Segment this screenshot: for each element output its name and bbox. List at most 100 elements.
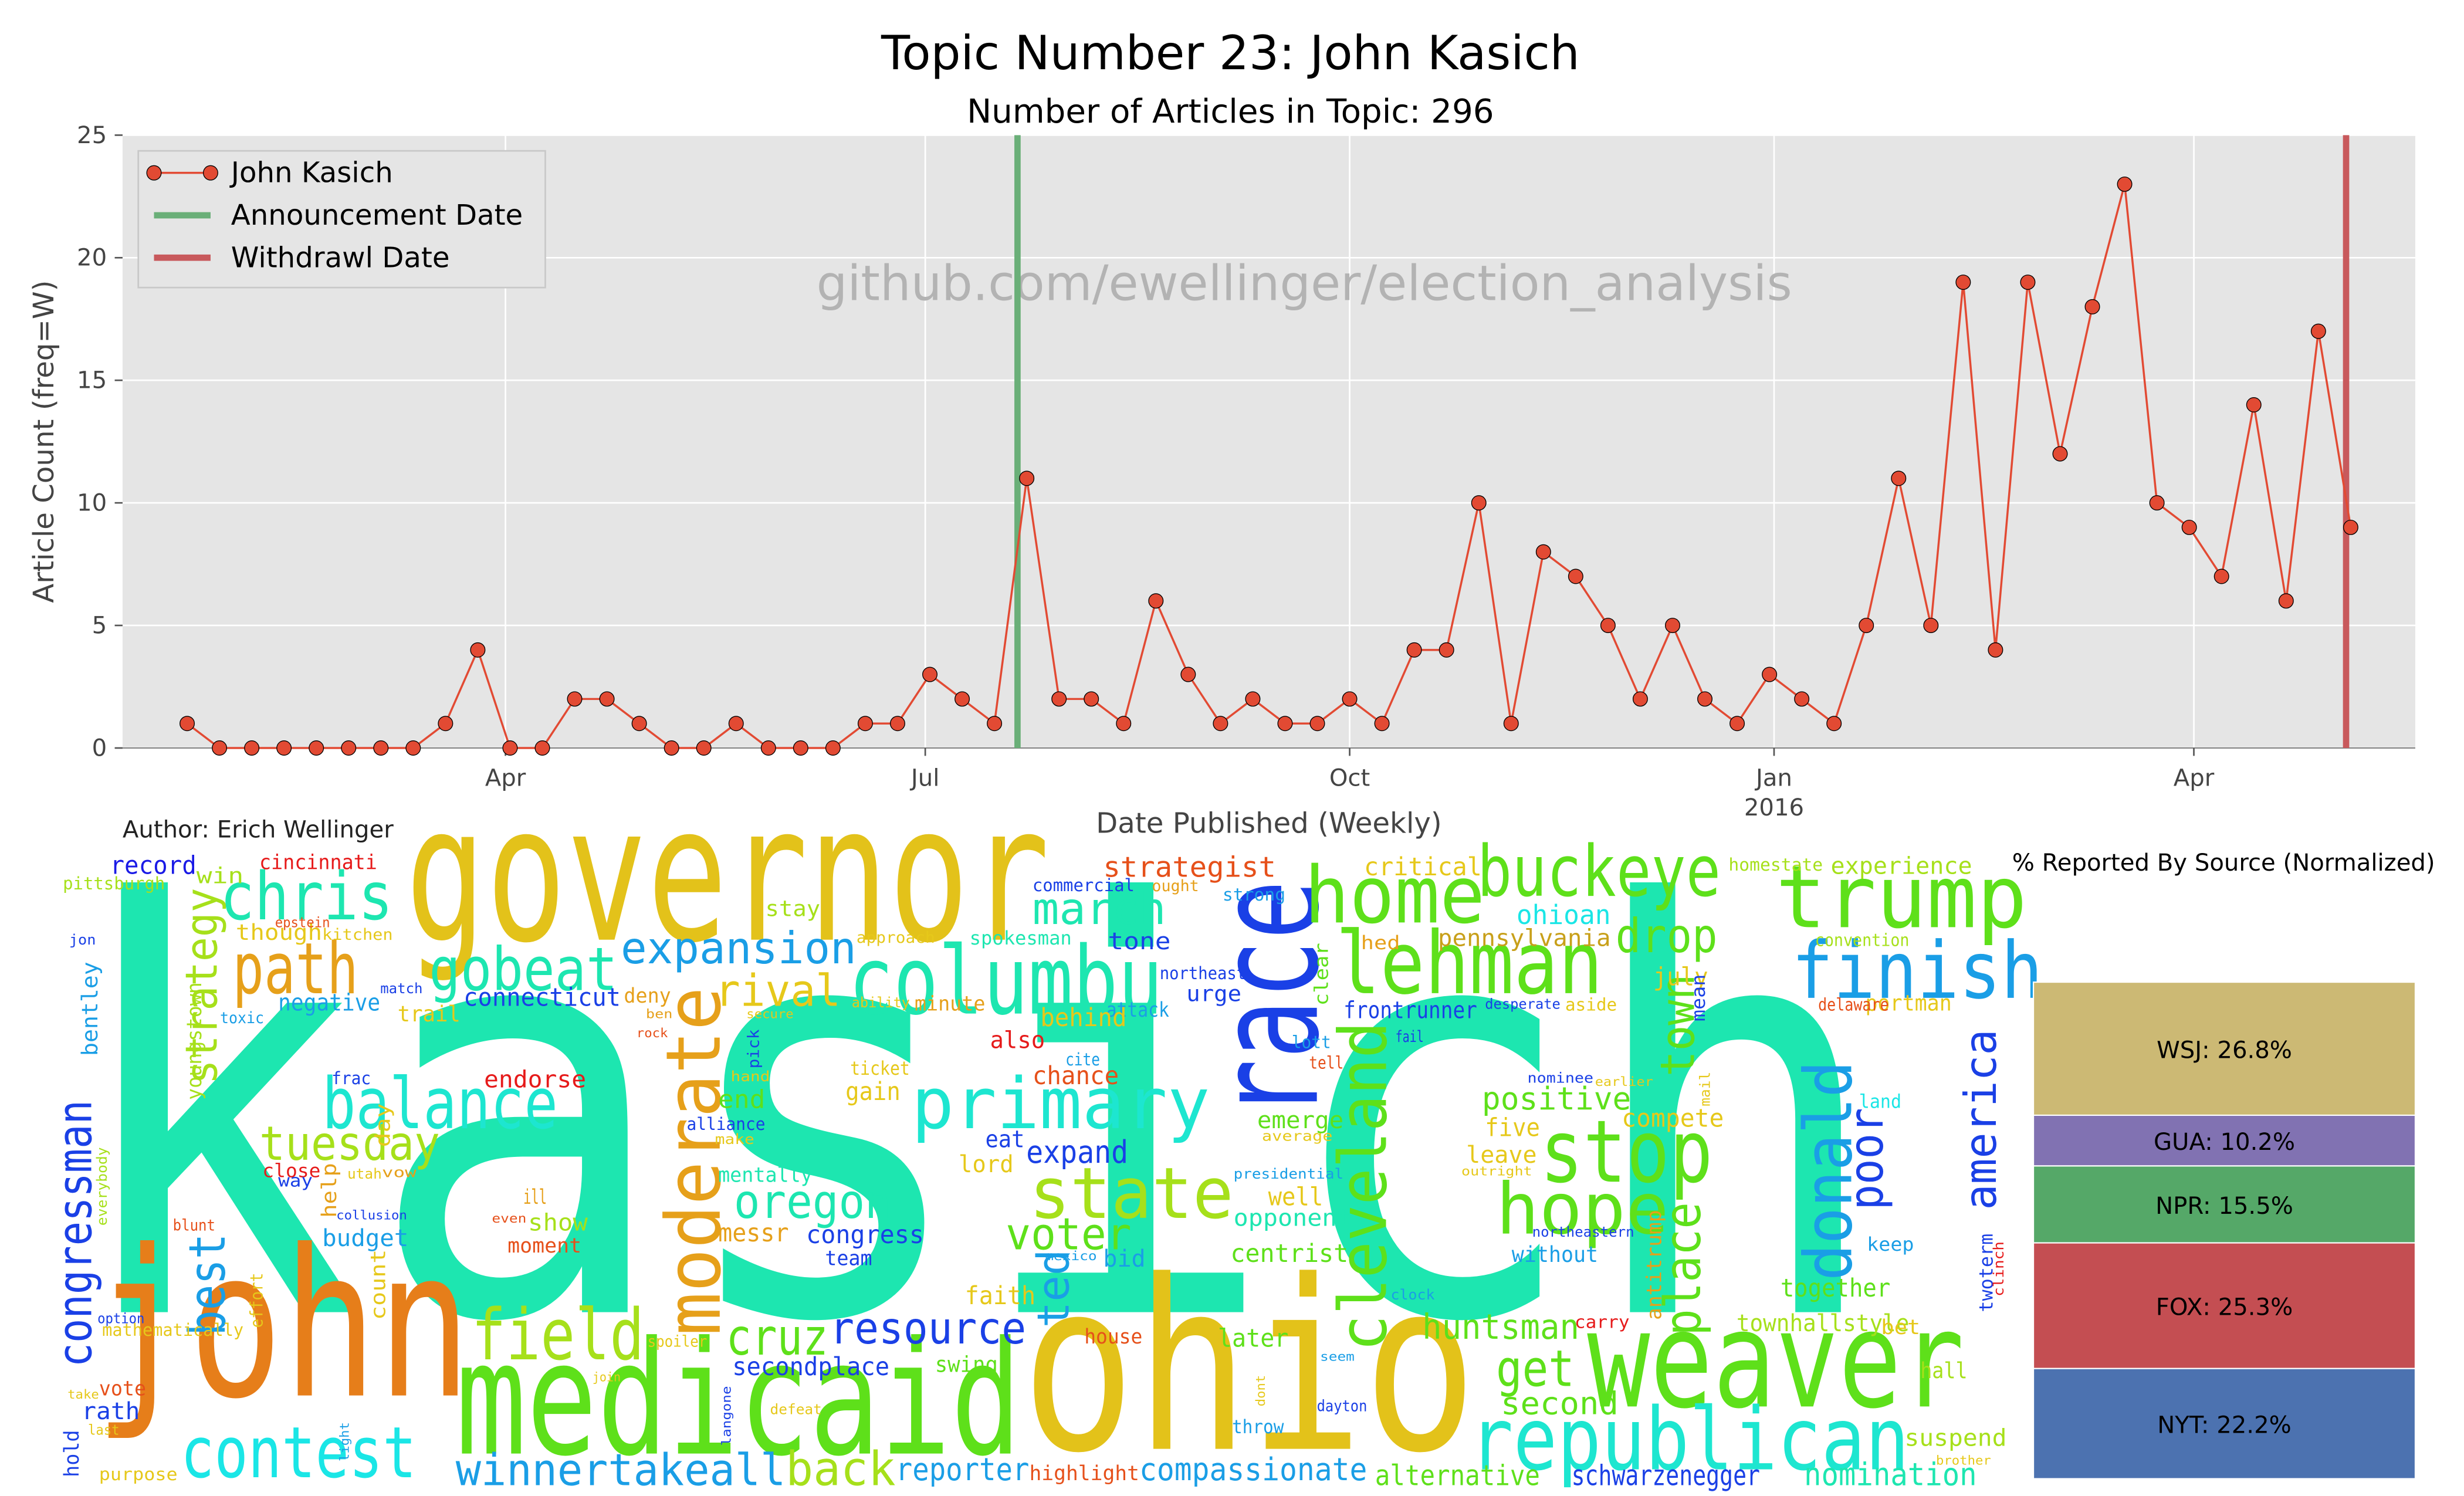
cloud-word: toxic (220, 1009, 264, 1027)
cloud-word: winnertakeall (456, 1444, 786, 1495)
cloud-word: rath (82, 1398, 140, 1425)
cloud-word: cruz (726, 1308, 828, 1367)
cloud-word: team (825, 1247, 872, 1270)
cloud-word: mexico (1045, 1249, 1096, 1264)
cloud-word: mentally (718, 1163, 813, 1187)
cloud-word: help (318, 1163, 341, 1218)
cloud-word: governor (405, 765, 1050, 984)
cloud-word: show (528, 1209, 588, 1236)
cloud-word: keep (1867, 1233, 1914, 1255)
bar-label: FOX: 25.3% (2156, 1294, 2293, 1321)
cloud-word: rock (637, 1026, 668, 1041)
cloud-word: buckeye (1477, 831, 1721, 913)
cloud-word: cleveland (1325, 1021, 1402, 1352)
cloud-word: clinch (1991, 1241, 2007, 1297)
cloud-word: count (367, 1249, 390, 1320)
data-point (1988, 642, 2003, 658)
cloud-word: commercial (1033, 875, 1135, 895)
cloud-word: secondplace (732, 1352, 889, 1382)
cloud-word: northeastern (1532, 1224, 1634, 1240)
legend-label: John Kasich (229, 157, 393, 189)
cloud-word: reporter (896, 1451, 1030, 1488)
legend-swatch (146, 165, 162, 181)
cloud-word: fail (1396, 1028, 1424, 1046)
cloud-word: ought (1152, 877, 1199, 895)
cloud-word: bet (1881, 1316, 1920, 1339)
cloud-word: positive (1482, 1080, 1631, 1117)
cloud-word: also (990, 1027, 1045, 1054)
cloud-word: five (1485, 1113, 1540, 1143)
data-point (373, 740, 389, 756)
cloud-word: ill (523, 1186, 547, 1209)
cloud-word: throw (1232, 1416, 1284, 1438)
cloud-word: experience (1831, 852, 1972, 879)
bar-segment (2033, 1242, 2416, 1369)
cloud-word: approach (857, 929, 935, 947)
author: Author: Erich Wellinger (123, 817, 394, 844)
data-point (1503, 716, 1519, 732)
cloud-word: lehman (1336, 913, 1603, 1014)
cloud-word: spoiler (648, 1333, 708, 1351)
data-point (1277, 716, 1293, 732)
cloud-word: mathematically (102, 1320, 243, 1340)
cloud-word: compassionate (1139, 1451, 1367, 1488)
cloud-word: match (380, 980, 422, 997)
cloud-word: last (88, 1422, 120, 1439)
data-point (1374, 716, 1390, 732)
cloud-word: utah (347, 1166, 382, 1182)
cloud-word: urge (1186, 980, 1241, 1006)
data-point (1019, 471, 1035, 486)
cloud-word: best (178, 1234, 237, 1336)
cloud-word: america (1955, 1029, 2006, 1210)
cloud-word: moment (507, 1234, 581, 1258)
x-tick-label: Jan (1754, 764, 1792, 791)
cloud-word: attack (1106, 999, 1169, 1022)
cloud-word: purpose (99, 1464, 178, 1484)
data-point (341, 740, 357, 756)
cloud-word: trail (398, 1001, 461, 1027)
cloud-word: emerge (1257, 1107, 1343, 1134)
bar-label: NYT: 22.2% (2157, 1412, 2292, 1439)
cloud-word: frontrunner (1343, 997, 1477, 1024)
cloud-word: suspend (1904, 1424, 2006, 1451)
data-point (1632, 691, 1648, 707)
cloud-word: critical (1364, 852, 1482, 882)
data-point (1568, 568, 1583, 584)
cloud-word: drop (1616, 908, 1718, 963)
data-point (825, 740, 841, 756)
cloud-word: finish (1792, 925, 2043, 1017)
cloud-word: highlight (1029, 1462, 1139, 1485)
cloud-word: brother (1936, 1453, 1991, 1468)
cloud-word: townhallstyle (1737, 1310, 1910, 1337)
cloud-word: ben (646, 1007, 673, 1022)
cloud-word: oregon (734, 1174, 891, 1229)
cloud-word: collusion (336, 1209, 407, 1223)
cloud-word: option (97, 1310, 144, 1326)
cloud-word: chance (1033, 1061, 1119, 1091)
cloud-word: blunt (173, 1216, 215, 1234)
data-point (1923, 618, 1939, 634)
x-axis-label: Date Published (Weekly) (1096, 807, 1442, 840)
cloud-word: mail (1697, 1072, 1713, 1106)
cloud-word: youngstown (183, 982, 207, 1100)
cloud-word: alliance (687, 1114, 766, 1134)
bar-label: WSJ: 26.8% (2157, 1037, 2292, 1064)
cloud-word: john (94, 1207, 472, 1444)
cloud-word: epstein (275, 914, 330, 930)
cloud-word: frac (331, 1068, 371, 1088)
cloud-word: record (110, 851, 197, 880)
cloud-word: get (1496, 1340, 1575, 1399)
data-point (1859, 618, 1874, 634)
chart-title: % Reported By Source (Normalized) (2012, 849, 2435, 876)
data-point (180, 716, 195, 732)
data-point (1342, 691, 1358, 707)
cloud-word: nomination (1804, 1456, 1977, 1492)
data-point (664, 740, 679, 756)
cloud-word: strong (1223, 885, 1285, 905)
cloud-word: though (236, 919, 322, 945)
data-point (1891, 471, 1907, 486)
cloud-word: path (232, 928, 358, 1010)
